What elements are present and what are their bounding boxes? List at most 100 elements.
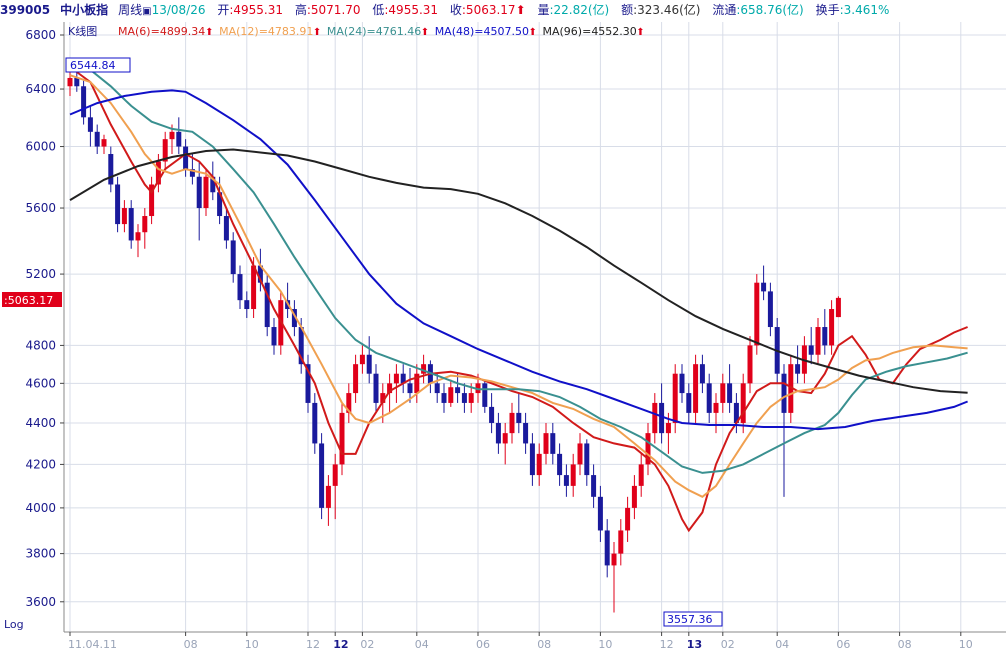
candle-body bbox=[87, 117, 93, 132]
grid-lines bbox=[64, 22, 1006, 632]
candle-body bbox=[815, 327, 821, 355]
index-code: 399005 bbox=[0, 3, 51, 17]
y-tick-label: 4800 bbox=[25, 338, 56, 352]
candle-body bbox=[733, 402, 739, 423]
ma-line bbox=[69, 89, 968, 431]
candle-body bbox=[693, 364, 699, 413]
y-tick-label: 4400 bbox=[25, 416, 56, 430]
candle-body bbox=[686, 393, 692, 413]
up-arrow-icon: ⬆ bbox=[313, 27, 321, 38]
candle-body bbox=[332, 464, 338, 486]
plot-area bbox=[64, 20, 1006, 632]
candle-body bbox=[516, 412, 522, 423]
candle-body bbox=[611, 553, 617, 566]
candle-body bbox=[380, 393, 386, 403]
x-tick-label: 04 bbox=[775, 638, 789, 651]
candle-body bbox=[414, 373, 420, 394]
candle-body bbox=[781, 373, 787, 413]
x-axis: 11.04.11 08 10 12 12 02 04 06 08 10 12 13 02 04 06 08 10 bbox=[64, 631, 1006, 651]
x-tick-label: 02 bbox=[360, 638, 374, 651]
candle-body bbox=[434, 383, 440, 394]
candle-body bbox=[570, 464, 576, 486]
candle-body bbox=[720, 383, 726, 403]
candle-body bbox=[387, 383, 393, 394]
candle-body bbox=[604, 530, 610, 566]
current-price-tag: :5063.17 bbox=[4, 294, 53, 307]
y-tick-label: 4600 bbox=[25, 376, 56, 390]
y-tick-label: 3600 bbox=[25, 595, 56, 609]
up-arrow-icon: ⬆ bbox=[529, 27, 537, 38]
candle-body bbox=[81, 86, 87, 118]
price-tag-bg bbox=[2, 292, 62, 307]
ma-line bbox=[69, 66, 968, 533]
candle-body bbox=[176, 131, 182, 147]
ma-legend-item: MA(6)=4899.34 bbox=[118, 25, 205, 38]
candle-body bbox=[747, 345, 753, 384]
candle-body bbox=[312, 402, 318, 444]
close-label: 收 bbox=[449, 3, 462, 17]
candle-body bbox=[529, 443, 535, 476]
turnover-label: 换手 bbox=[815, 3, 840, 17]
chart-type-label[interactable]: K线图 bbox=[68, 24, 97, 38]
candle-body bbox=[101, 139, 107, 147]
float-label: 流通 bbox=[712, 3, 737, 17]
ma-legend-item: MA(48)=4507.50 bbox=[435, 25, 529, 38]
candle-body bbox=[795, 364, 801, 374]
candle-body bbox=[325, 485, 331, 508]
float-value: :658.76(亿) bbox=[736, 3, 804, 17]
candle-body bbox=[584, 443, 590, 476]
candle-body bbox=[808, 345, 814, 355]
candle-body bbox=[495, 422, 501, 444]
high-value: :5071.70 bbox=[306, 3, 361, 17]
ma-line bbox=[69, 148, 968, 394]
candle-body bbox=[557, 453, 563, 476]
volume-value: :22.82(亿) bbox=[549, 3, 610, 17]
turnover-value: :3.461% bbox=[839, 3, 890, 17]
candle-body bbox=[142, 216, 148, 233]
candle-body bbox=[536, 453, 542, 476]
y-axis: 3600 3800 4000 4200 4400 4600 4800 5200 5600 6000… bbox=[25, 22, 65, 632]
x-tick-label: 13 bbox=[687, 638, 702, 651]
candle-body bbox=[237, 274, 243, 301]
candle-body bbox=[597, 496, 603, 531]
candle-body bbox=[638, 464, 644, 486]
candle-body bbox=[359, 354, 365, 365]
up-arrow-icon: ⬆ bbox=[421, 27, 429, 38]
y-tick-label: 5200 bbox=[25, 267, 56, 281]
quote-date: 13/08/26 bbox=[151, 3, 206, 17]
ma-line bbox=[69, 58, 968, 474]
candle-body bbox=[455, 387, 461, 394]
candle-body bbox=[74, 77, 80, 87]
period-label[interactable]: 周线 bbox=[118, 3, 143, 17]
candle-body bbox=[162, 139, 168, 162]
candle-body bbox=[346, 393, 352, 413]
y-tick-label: 5600 bbox=[25, 201, 56, 215]
candle-body bbox=[591, 475, 597, 497]
log-scale-label[interactable]: Log bbox=[4, 618, 24, 631]
close-value: :5063.17 bbox=[461, 3, 516, 17]
candle-body bbox=[679, 373, 685, 394]
period-icon: ▣ bbox=[142, 6, 152, 17]
candle-body bbox=[149, 184, 155, 217]
candle-body bbox=[264, 282, 270, 328]
ma-legend-item: MA(96)=4552.30 bbox=[543, 25, 637, 38]
candle-body bbox=[652, 402, 658, 434]
x-tick-label: 10 bbox=[245, 638, 259, 651]
open-value: :4955.31 bbox=[229, 3, 284, 17]
candle-body bbox=[659, 402, 665, 434]
ma-line bbox=[69, 74, 968, 498]
x-tick-label: 10 bbox=[598, 638, 612, 651]
candle-body bbox=[353, 364, 359, 394]
candle-body bbox=[94, 131, 100, 147]
up-arrow-icon: ⬆ bbox=[515, 3, 526, 17]
candle-body bbox=[468, 393, 474, 403]
candle-body bbox=[822, 327, 828, 346]
candle-body bbox=[523, 422, 529, 444]
candle-body bbox=[665, 422, 671, 434]
candle-body bbox=[183, 146, 189, 170]
volume-label: 量 bbox=[537, 3, 550, 17]
candle-body bbox=[251, 265, 257, 310]
candle-body bbox=[203, 176, 209, 209]
candle-body bbox=[291, 309, 297, 328]
